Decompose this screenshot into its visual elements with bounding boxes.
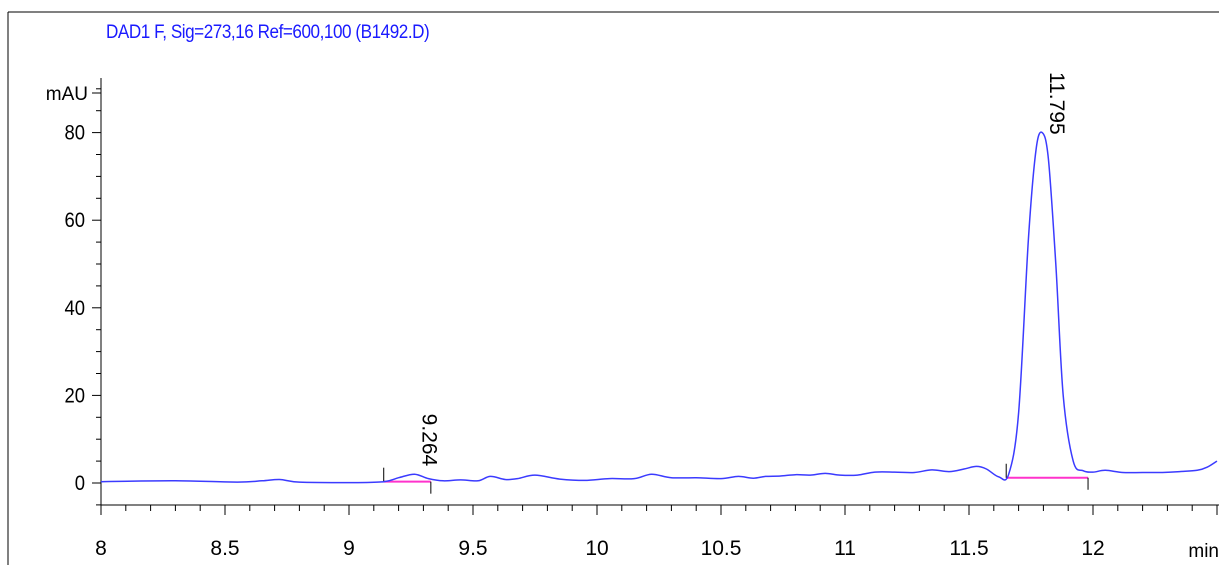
x-tick-label: 9.5 [458,537,487,560]
x-tick-label: 8 [95,537,107,560]
x-axis-label: min [1188,541,1219,562]
y-tick-label: 40 [64,297,85,320]
y-axis-label: mAU [46,84,88,105]
peak-rt-label: 9.264 [417,414,440,467]
x-tick-label: 12 [1081,537,1104,560]
x-tick-label: 9 [343,537,355,560]
x-tick-label: 10 [585,537,608,560]
y-tick-label: 0 [75,472,85,495]
peak-rt-label: 11.795 [1045,72,1068,135]
signal-trace [100,131,1218,484]
chart-title: DAD1 F, Sig=273,16 Ref=600,100 (B1492.D) [106,22,430,43]
x-tick-label: 11 [834,537,856,560]
x-tick-label: 8.5 [210,537,239,560]
y-tick-label: 20 [64,384,85,407]
x-tick-label: 11.5 [949,537,988,560]
y-tick-label: 60 [64,209,85,232]
x-tick-label: 10.5 [701,537,742,560]
y-tick-label: 80 [64,122,85,145]
